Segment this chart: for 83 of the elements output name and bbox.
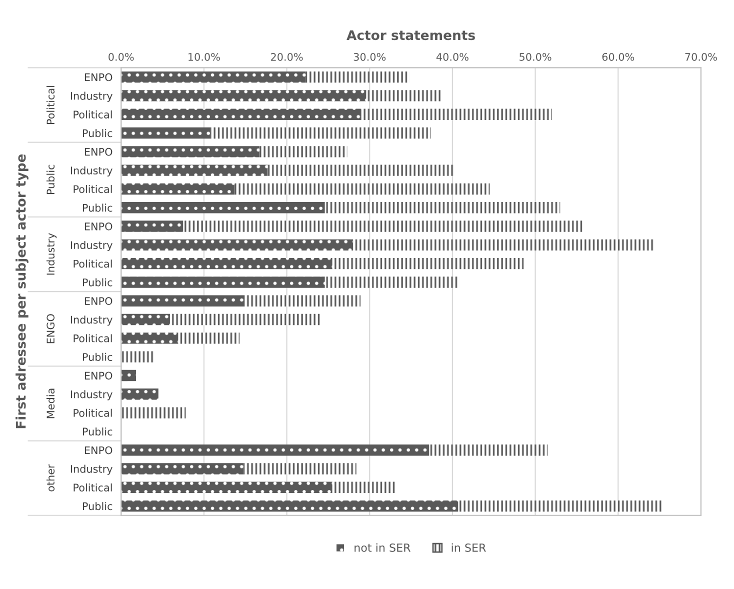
x-tick-label: 70.0%: [685, 52, 717, 61]
bar: [121, 295, 245, 306]
y-tick-label: Public: [82, 352, 112, 361]
bar: [121, 108, 362, 120]
y-tick-label: Public: [82, 129, 112, 138]
bar: [121, 239, 354, 251]
bar: [324, 202, 560, 214]
y-tick-label: ENPO: [84, 73, 112, 82]
bar: [306, 71, 410, 83]
y-tick-label: Industry: [70, 390, 112, 400]
bar: [121, 407, 186, 418]
y-tick-label: Political: [74, 110, 112, 118]
y-tick-label: Industry: [70, 92, 112, 102]
bar: [178, 332, 240, 344]
y-tick-label: Industry: [70, 316, 112, 326]
bar: [121, 482, 332, 493]
y-tick-label: Public: [82, 204, 112, 212]
x-tick-label: 50.0%: [520, 52, 552, 61]
chart-title: Actor statements: [346, 30, 475, 40]
bar: [121, 314, 170, 326]
y-tick-label: ENPO: [84, 446, 112, 454]
bar: [121, 332, 178, 344]
x-tick-label: 10.0%: [188, 52, 220, 61]
y-axis-title: First adressee per subject actor type: [16, 154, 28, 428]
bar: [121, 351, 154, 362]
bar: [121, 444, 430, 456]
bar: [121, 258, 332, 270]
x-tick-label: 0.0%: [108, 52, 134, 61]
bar: [361, 108, 552, 120]
y-tick-label: ENPO: [84, 222, 112, 230]
y-tick-label: Political: [74, 185, 112, 194]
bar: [121, 183, 235, 195]
y-tick-label: Political: [74, 483, 112, 492]
y-tick-label: Industry: [70, 166, 112, 176]
bar: [170, 314, 321, 326]
y-tick-label: ENPO: [84, 372, 112, 380]
bar: [121, 220, 184, 232]
text: other: [46, 464, 55, 492]
y-tick-label: Industry: [70, 240, 112, 252]
bar: [332, 258, 524, 270]
bar: [121, 463, 244, 474]
bar: [183, 220, 583, 232]
bar: [234, 183, 490, 195]
x-tick-label: 60.0%: [602, 52, 634, 61]
bar: [366, 90, 441, 102]
bar: [324, 276, 460, 288]
bar: [458, 500, 662, 512]
y-tick-label: Political: [74, 408, 112, 417]
bar: [210, 127, 431, 139]
bar: [429, 444, 548, 456]
y-tick-label: Public: [82, 278, 112, 286]
bar: [121, 500, 458, 512]
bar: [121, 127, 211, 139]
y-tick-label: Political: [74, 260, 112, 268]
x-tick-label: 20.0%: [271, 52, 303, 61]
bar: [353, 239, 654, 251]
bar: [121, 276, 325, 288]
x-tick-label: 40.0%: [436, 52, 468, 61]
bar: [244, 463, 356, 474]
bar: [268, 164, 454, 176]
text: Public: [46, 164, 55, 194]
bar: [332, 482, 397, 493]
x-tick-label: 30.0%: [354, 52, 386, 61]
y-tick-label: Industry: [70, 464, 112, 475]
y-tick-label: ENPO: [84, 148, 112, 156]
text: ENGO: [46, 314, 55, 344]
bar: [121, 164, 268, 176]
bar: [121, 370, 136, 382]
bar: [244, 295, 361, 306]
legend-label: in SER: [452, 543, 486, 552]
bar: [121, 146, 260, 158]
bar: [121, 202, 325, 214]
y-tick-label: ENPO: [84, 297, 112, 305]
y-tick-label: Public: [82, 427, 112, 436]
bar: [121, 388, 158, 400]
legend-label: not in SER: [354, 543, 410, 552]
text: Media: [46, 388, 55, 418]
bar: [259, 146, 348, 158]
bar: [121, 71, 306, 83]
text: Political: [46, 86, 55, 124]
y-tick-label: Political: [74, 334, 112, 342]
y-tick-label: Public: [82, 502, 112, 510]
bar: [121, 90, 366, 102]
